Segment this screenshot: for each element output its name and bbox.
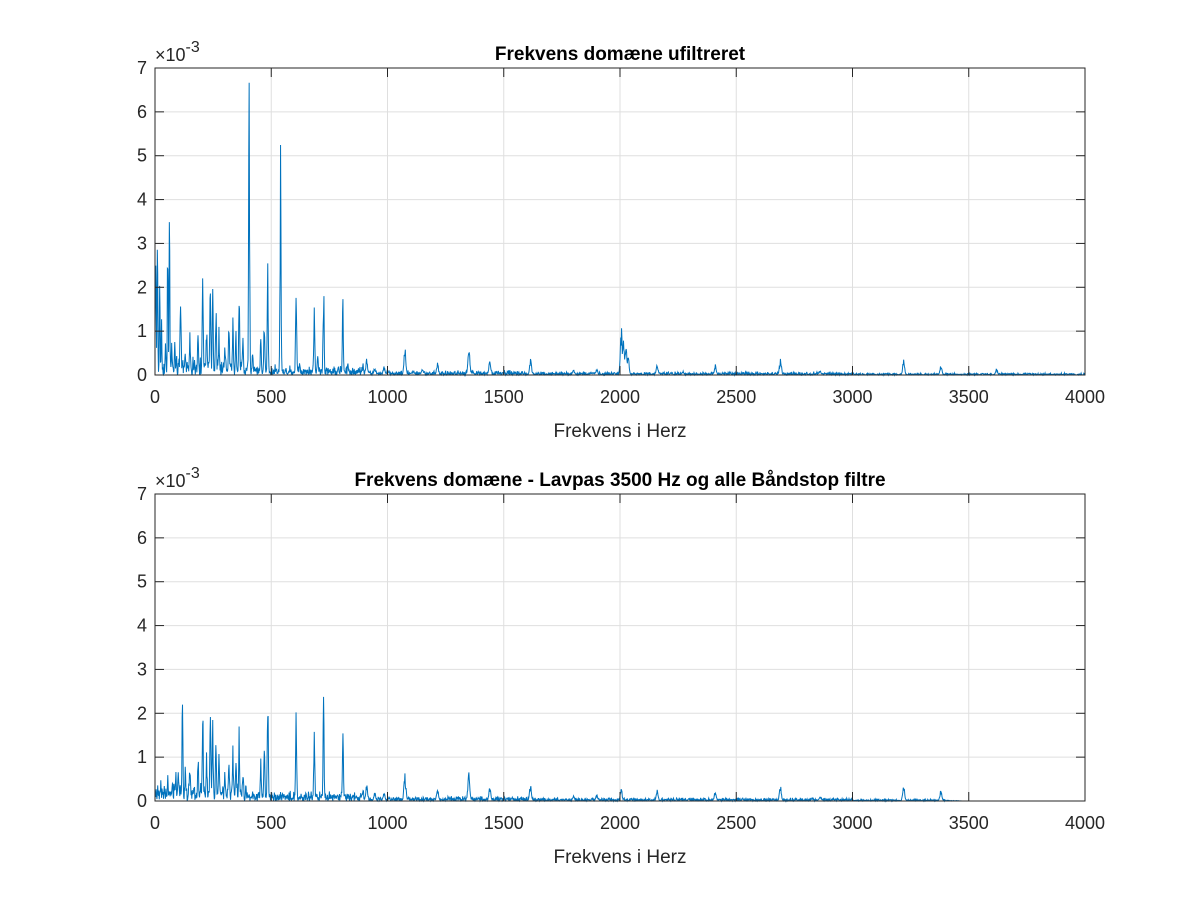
top-plot-ytick-label: 7 [137,58,147,78]
top-plot-xtick-label: 4000 [1065,387,1105,407]
top-plot-ytick-label: 4 [137,190,147,210]
top-plot-y-exponent: ×10-3 [155,39,200,65]
top-plot-xtick-label: 2500 [716,387,756,407]
top-plot-ticks: 0 500 1000 1500 2000 2500 3000 3500 4000 0 1 2 3 4 5 6 7 [137,58,1105,407]
top-plot-xtick-label: 2000 [600,387,640,407]
top-plot-xlabel: Frekvens i Herz [553,421,686,442]
top-plot-ytick-label: 3 [137,233,147,253]
bottom-plot-xtick-label: 2500 [716,813,756,833]
bottom-plot-xlabel: Frekvens i Herz [553,847,686,868]
bottom-plot-y-exponent-power: -3 [186,465,200,482]
bottom-plot-ytick-label: 6 [137,528,147,548]
bottom-plot-xtick-label: 0 [150,813,160,833]
bottom-plot-xtick-label: 3000 [832,813,872,833]
bottom-plot-xtick-label: 4000 [1065,813,1105,833]
bottom-plot-xtick-label: 1000 [367,813,407,833]
bottom-plot-grid [155,494,1085,801]
top-plot-ytick-label: 2 [137,277,147,297]
bottom-plot-xtick-label: 3500 [949,813,989,833]
bottom-plot-xtick-label: 500 [256,813,286,833]
top-plot-xtick-label: 1500 [484,387,524,407]
bottom-plot-title: Frekvens domæne - Lavpas 3500 Hz og alle… [354,470,885,491]
bottom-plot-xtick-label: 2000 [600,813,640,833]
top-plot-ytick-label: 5 [137,146,147,166]
bottom-plot-ytick-label: 0 [137,791,147,811]
top-plot-ytick-label: 0 [137,365,147,385]
bottom-plot-ytick-label: 5 [137,572,147,592]
top-plot-title: Frekvens domæne ufiltreret [495,44,746,65]
top-plot-y-exponent-power: -3 [186,39,200,56]
top-plot-ytick-label: 6 [137,102,147,122]
bottom-plot: 0 500 1000 1500 2000 2500 3000 3500 4000 0 1 2 3 4 5 6 7… [137,465,1105,868]
top-plot-xtick-label: 0 [150,387,160,407]
bottom-plot-ytick-label: 2 [137,703,147,723]
bottom-plot-ticks: 0 500 1000 1500 2000 2500 3000 3500 4000 0 1 2 3 4 5 6 7 [137,484,1105,833]
top-plot-xtick-label: 500 [256,387,286,407]
top-plot-ytick-label: 1 [137,321,147,341]
bottom-plot-xtick-label: 1500 [484,813,524,833]
top-plot: 0 500 1000 1500 2000 2500 3000 3500 4000 0 1 2 3 4 5 6 7… [137,39,1105,442]
top-plot-xtick-label: 1000 [367,387,407,407]
bottom-plot-ytick-label: 3 [137,659,147,679]
top-plot-grid [155,68,1085,375]
bottom-plot-ytick-label: 1 [137,747,147,767]
top-plot-xtick-label: 3000 [832,387,872,407]
top-plot-y-exponent-base: ×10 [155,45,186,65]
top-plot-xtick-label: 3500 [949,387,989,407]
bottom-plot-ytick-label: 4 [137,616,147,636]
bottom-plot-y-exponent: ×10-3 [155,465,200,491]
bottom-plot-ytick-label: 7 [137,484,147,504]
bottom-plot-y-exponent-base: ×10 [155,471,186,491]
